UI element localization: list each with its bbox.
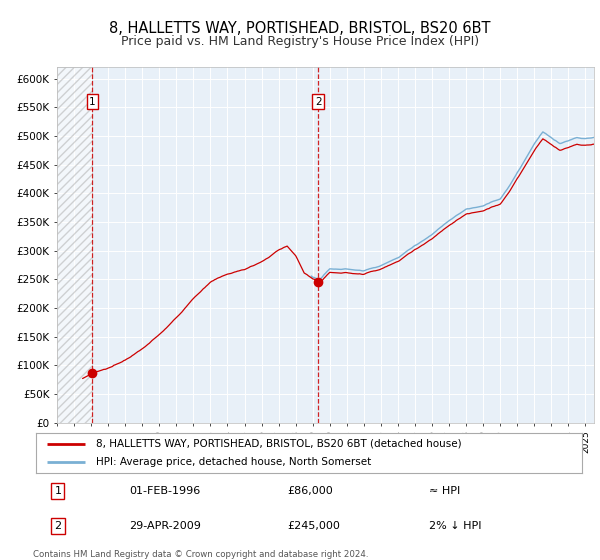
Text: 2% ↓ HPI: 2% ↓ HPI [429, 521, 482, 531]
Text: HPI: Average price, detached house, North Somerset: HPI: Average price, detached house, Nort… [96, 458, 371, 467]
Text: 2: 2 [315, 97, 322, 106]
Text: 01-FEB-1996: 01-FEB-1996 [129, 486, 200, 496]
Text: Contains HM Land Registry data © Crown copyright and database right 2024.
This d: Contains HM Land Registry data © Crown c… [33, 550, 368, 560]
Bar [57, 67, 92, 423]
Text: 1: 1 [55, 486, 61, 496]
Text: 29-APR-2009: 29-APR-2009 [129, 521, 200, 531]
Text: 2: 2 [54, 521, 61, 531]
Text: 8, HALLETTS WAY, PORTISHEAD, BRISTOL, BS20 6BT (detached house): 8, HALLETTS WAY, PORTISHEAD, BRISTOL, BS… [96, 439, 461, 449]
Text: 1: 1 [89, 97, 96, 106]
Text: Price paid vs. HM Land Registry's House Price Index (HPI): Price paid vs. HM Land Registry's House … [121, 35, 479, 48]
Text: ≈ HPI: ≈ HPI [429, 486, 460, 496]
Text: £245,000: £245,000 [287, 521, 340, 531]
Text: 8, HALLETTS WAY, PORTISHEAD, BRISTOL, BS20 6BT: 8, HALLETTS WAY, PORTISHEAD, BRISTOL, BS… [109, 21, 491, 36]
Text: £86,000: £86,000 [287, 486, 333, 496]
